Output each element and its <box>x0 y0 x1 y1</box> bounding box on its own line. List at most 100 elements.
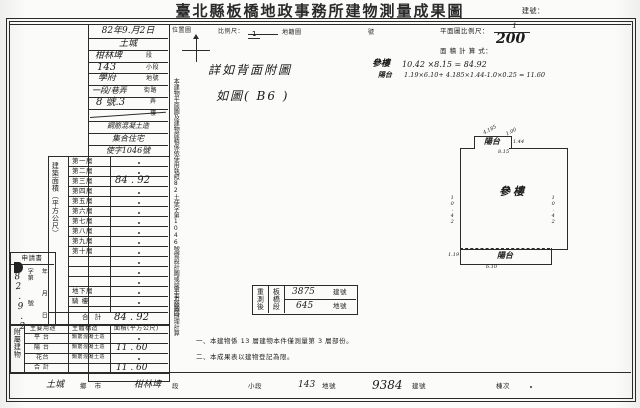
calc-row-0-formula: 10.42 ×8.15 = 84.92 <box>402 60 487 69</box>
note-line-1: 一、本建物係 13 層建物本件僅測量第 3 層部份。 <box>196 337 354 345</box>
form-street-label: 街路 <box>144 87 158 94</box>
note-line-2: 二、本成果表以建物登記為限。 <box>196 353 294 361</box>
bottom-balcony-label: 陽台 <box>497 250 513 260</box>
handwritten-note-2: 如圖( B6 ) <box>216 89 290 103</box>
calc-row-1-formula: 1.19×6.10+ 4.185×1.44-1.0×0.25 = 11.60 <box>404 71 546 79</box>
remeasure-col-1 <box>268 285 269 313</box>
inner-border <box>9 21 633 399</box>
attached-col-group <box>24 324 25 372</box>
floor-table-col-1 <box>68 156 69 324</box>
form-permit: 使字1046號 <box>105 146 151 155</box>
footer-town: 土城 <box>46 380 65 390</box>
bottom-balcony-outline <box>460 248 552 265</box>
application-box <box>10 252 56 326</box>
footer-building-number: 9384 <box>372 378 403 392</box>
lf-div-10 <box>88 145 168 146</box>
top-balcony-outline <box>474 136 512 149</box>
floor-row-8-label: 第九層 <box>72 237 93 245</box>
scale-unit-label: 地籍圖 <box>282 29 302 36</box>
form-lot-number: 143 <box>97 62 117 73</box>
top-balcony-label: 陽台 <box>484 136 500 146</box>
floor-row-7-label: 第八層 <box>72 227 93 235</box>
footer-section-label: 段 <box>172 382 179 390</box>
main-floor-label: 參樓 <box>499 185 527 198</box>
position-map-label: 位置圖 <box>172 27 192 34</box>
calc-row-0-label: 參樓 <box>372 59 391 69</box>
attached-row-2-use: 花台 <box>36 354 50 361</box>
fr-l-0 <box>68 166 168 167</box>
remeasure-row-div <box>284 299 356 300</box>
dim-bottom-width: 6.10 <box>486 264 498 270</box>
attached-col-struct <box>110 324 111 372</box>
ink-blot <box>14 262 23 273</box>
floor-row-2-label: 第三層 <box>72 177 93 185</box>
application-year-label: 年 <box>40 268 48 275</box>
position-map-axis-h <box>182 50 210 51</box>
form-street: 學府 <box>98 73 117 83</box>
fr-l-12 <box>68 286 168 287</box>
floor-row-2-value: 84 . 92 <box>115 175 150 186</box>
fr-l-10 <box>68 266 168 267</box>
dim-right-side: 10.42 <box>550 195 557 225</box>
position-map-axis-v <box>196 36 197 62</box>
floor-row-4-label: 第五層 <box>72 197 93 205</box>
fr-l-1 <box>68 176 168 177</box>
scale-label: 比例尺： <box>218 28 245 35</box>
scale-bar <box>248 34 278 35</box>
form-town: 土城 <box>118 39 137 49</box>
footer-lot-number: 143 <box>298 380 316 390</box>
remeasure-box <box>252 285 358 315</box>
form-lot-label: 地號 <box>146 75 160 82</box>
floor-row-3-label: 第四層 <box>72 187 93 195</box>
top-edge-right <box>509 148 566 149</box>
fr-l-13 <box>68 296 168 297</box>
attached-row-1-area: 11 . 60 <box>116 343 148 353</box>
vertical-unit-note: （平方公尺） <box>172 282 180 321</box>
attached-col-area-label: 面積(平方公尺) <box>114 325 159 332</box>
attached-r1 <box>24 343 168 344</box>
form-date: 82年9.月2日 <box>101 26 155 36</box>
floor-row-5-label: 第六層 <box>72 207 93 215</box>
remeasure-lot-no: 645 <box>296 301 314 311</box>
application-char-label: 字第 <box>26 268 34 281</box>
floor-row-13-label: 地下層 <box>72 287 93 295</box>
lf-div-1 <box>88 38 168 39</box>
floor-row-1-label: 第二層 <box>72 167 93 175</box>
application-month-label: 月 <box>40 290 48 297</box>
form-section: 柑林埤 <box>95 51 123 61</box>
fr-l-11 <box>68 276 168 277</box>
attached-row-2-struct: 鋼筋混凝土造 <box>72 354 106 360</box>
remeasure-label-1: 重測後 <box>256 288 265 311</box>
total-row-top <box>48 312 168 313</box>
balcony-divider <box>460 248 550 249</box>
lf-div-4 <box>88 73 168 74</box>
remeasure-building-no: 3875 <box>292 287 315 297</box>
area-formula-label: 面 積 計 算 式： <box>440 47 493 55</box>
fr-l-5 <box>68 216 168 217</box>
lf-div-7 <box>88 109 168 110</box>
fr-l-6 <box>68 226 168 227</box>
application-no-label: 號 <box>26 300 34 307</box>
form-lane: 一段/巷弄 <box>92 86 127 95</box>
lf-div-8 <box>88 121 168 122</box>
form-subsection-label: 小段 <box>146 64 160 71</box>
form-section-label: 段 <box>146 52 153 59</box>
footer-rule <box>9 372 631 373</box>
plan-scale-label: 平面圖比例尺： <box>440 27 489 35</box>
calc-row-1-label: 陽台 <box>378 70 392 79</box>
fr-l-7 <box>68 236 168 237</box>
plan-scale-bar <box>494 32 530 33</box>
footer-building-label: 建號 <box>412 382 426 390</box>
footer-subsection-label: 小段 <box>248 382 262 390</box>
form-number: 8 號.3 <box>96 97 126 108</box>
floor-table-col-2 <box>110 156 111 312</box>
top-edge-left <box>460 148 475 149</box>
attached-table <box>10 324 170 374</box>
attached-row-0-use: 平 台 <box>34 334 50 341</box>
footer-unit-label: 棟次 <box>496 382 510 390</box>
fr-l-14 <box>68 306 168 307</box>
dim-under-top: 8.15 <box>498 149 510 155</box>
attached-total-label: 合 計 <box>34 364 50 371</box>
floor-total-value: 84 . 92 <box>114 312 149 323</box>
